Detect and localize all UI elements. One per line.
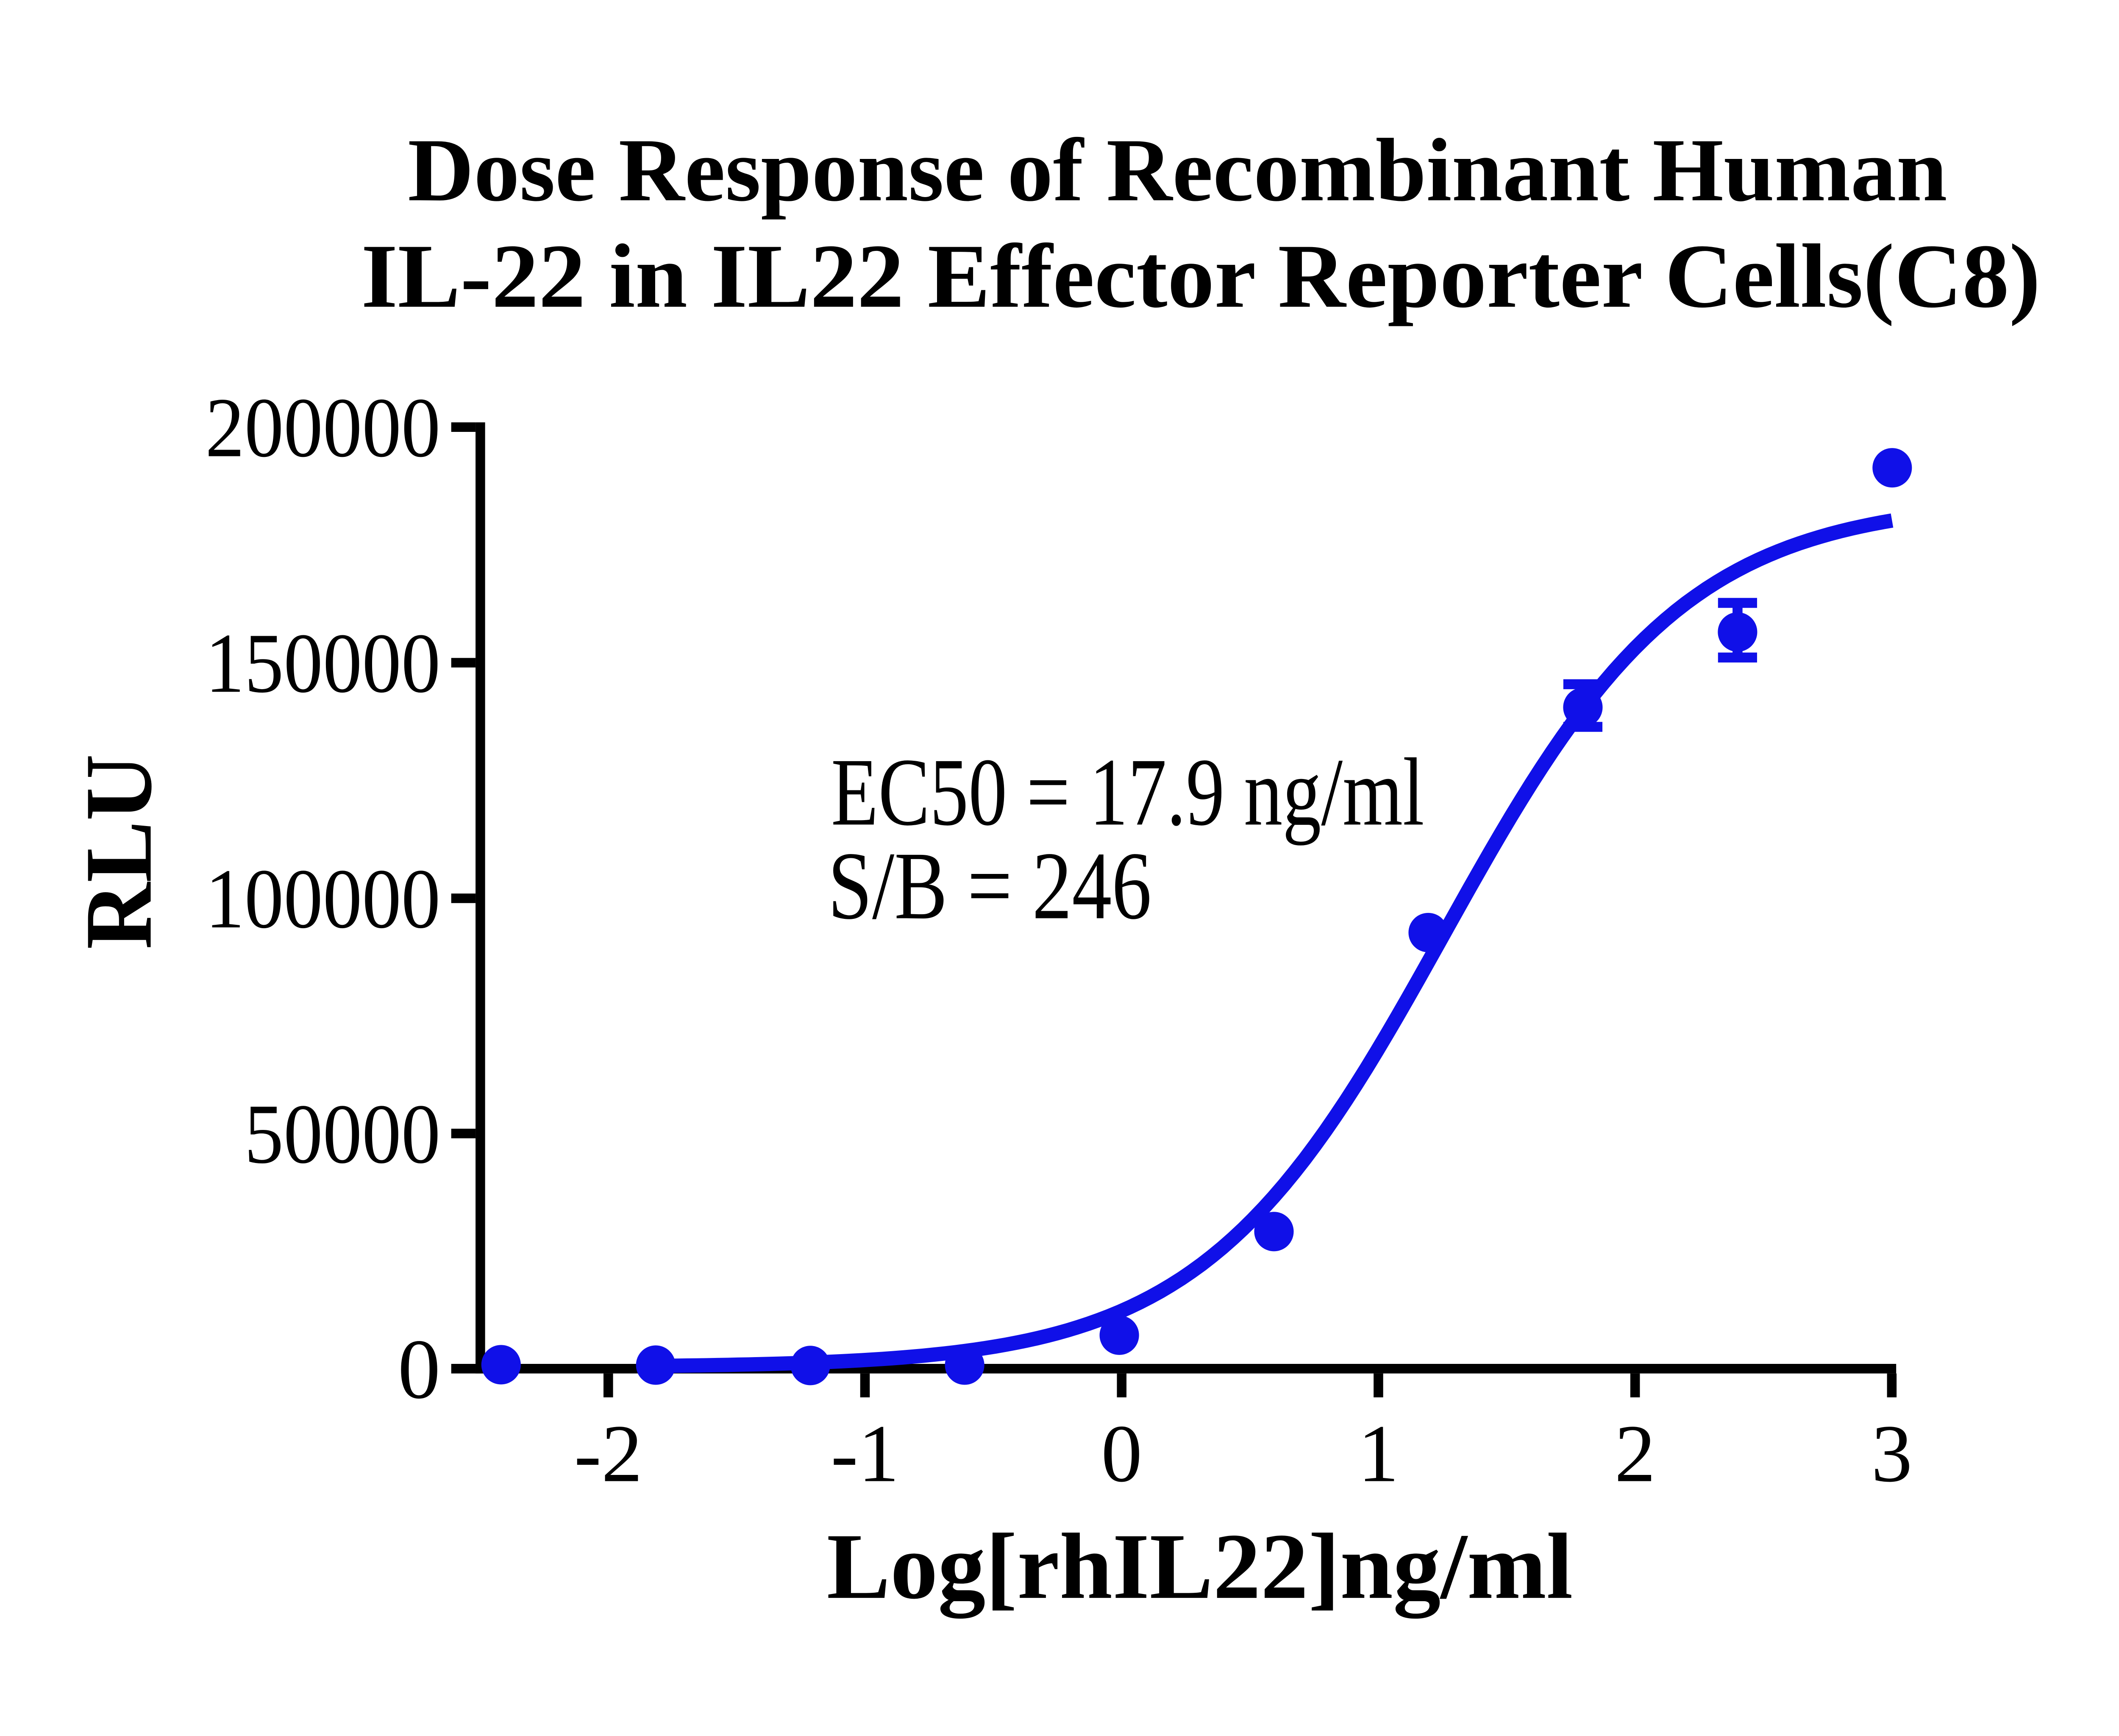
svg-text:IL-22 in IL22 Effector Reporte: IL-22 in IL22 Effector Reporter Cells(C8…: [361, 225, 2041, 327]
svg-text:Log[rhIL22]ng/ml: Log[rhIL22]ng/ml: [827, 1514, 1573, 1619]
svg-text:-1: -1: [831, 1408, 899, 1499]
svg-text:S/B = 246: S/B = 246: [828, 832, 1152, 940]
svg-text:50000: 50000: [245, 1087, 441, 1181]
svg-text:Dose Response of Recombinant H: Dose Response of Recombinant Human: [408, 120, 1947, 220]
svg-text:200000: 200000: [205, 380, 440, 475]
svg-text:3: 3: [1871, 1408, 1912, 1499]
svg-text:100000: 100000: [205, 851, 440, 946]
svg-text:2: 2: [1615, 1408, 1656, 1499]
svg-text:0: 0: [398, 1322, 441, 1416]
svg-text:EC50 = 17.9 ng/ml: EC50 = 17.9 ng/ml: [831, 738, 1424, 846]
svg-text:150000: 150000: [205, 616, 440, 710]
svg-text:0: 0: [1101, 1408, 1142, 1499]
svg-text:1: 1: [1358, 1408, 1399, 1499]
svg-text:RLU: RLU: [66, 754, 172, 949]
svg-text:-2: -2: [574, 1408, 642, 1499]
